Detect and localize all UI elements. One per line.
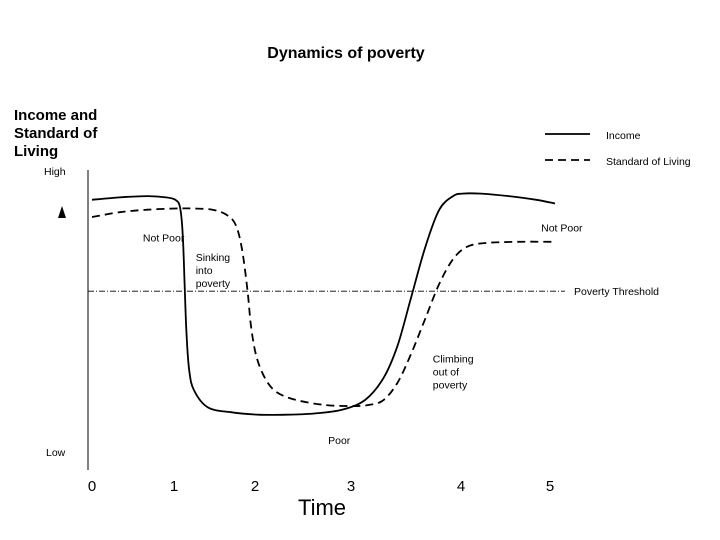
- y-axis-label: Income and Standard of Living: [14, 107, 102, 160]
- x-tick-label: 2: [251, 478, 259, 495]
- x-tick-label: 3: [347, 478, 355, 495]
- poverty-threshold-label: Poverty Threshold: [574, 286, 659, 298]
- annotation-not-poor-right: Not Poor: [541, 223, 583, 235]
- series-group: [91, 192, 556, 416]
- y-tick-low: Low: [46, 447, 66, 459]
- annotation-line: out of: [433, 366, 459, 378]
- series-line-standard-of-living: [91, 207, 556, 408]
- series-line-income: [91, 192, 556, 416]
- annotation-sinking: Sinking into poverty: [196, 252, 231, 290]
- threshold-group: Poverty Threshold: [88, 286, 659, 298]
- x-tick-label: 0: [88, 478, 96, 495]
- annotation-line: Sinking: [196, 252, 231, 264]
- y-axis-arrow-icon: [58, 206, 66, 218]
- annotation-line: Poor: [328, 435, 351, 447]
- y-axis-label-line-3: Living: [14, 143, 58, 160]
- annotation-line: Not Poor: [143, 232, 185, 244]
- annotation-not-poor-left: Not Poor: [143, 232, 185, 244]
- x-tick-group: 0 1 2 3 4 5: [88, 478, 554, 495]
- annotation-line: Climbing: [433, 353, 474, 365]
- x-tick-label: 1: [170, 478, 178, 495]
- annotation-climbing: Climbing out of poverty: [433, 353, 474, 391]
- y-axis-label-line-2: Standard of: [14, 125, 98, 142]
- x-tick-label: 5: [546, 478, 554, 495]
- annotation-line: poverty: [196, 278, 231, 290]
- x-tick-label: 4: [457, 478, 465, 495]
- y-axis-label-line-1: Income and: [14, 107, 97, 124]
- legend-income-label: Income: [606, 130, 641, 142]
- annotation-poor: Poor: [328, 435, 351, 447]
- x-axis-label: Time: [298, 495, 346, 520]
- annotation-line: poverty: [433, 379, 468, 391]
- annotation-line: into: [196, 265, 213, 277]
- legend: Income Standard of Living: [545, 130, 691, 168]
- legend-standard-label: Standard of Living: [606, 156, 691, 168]
- annotation-line: Not Poor: [541, 223, 583, 235]
- chart-title: Dynamics of poverty: [267, 45, 424, 62]
- y-tick-high: High: [44, 166, 66, 178]
